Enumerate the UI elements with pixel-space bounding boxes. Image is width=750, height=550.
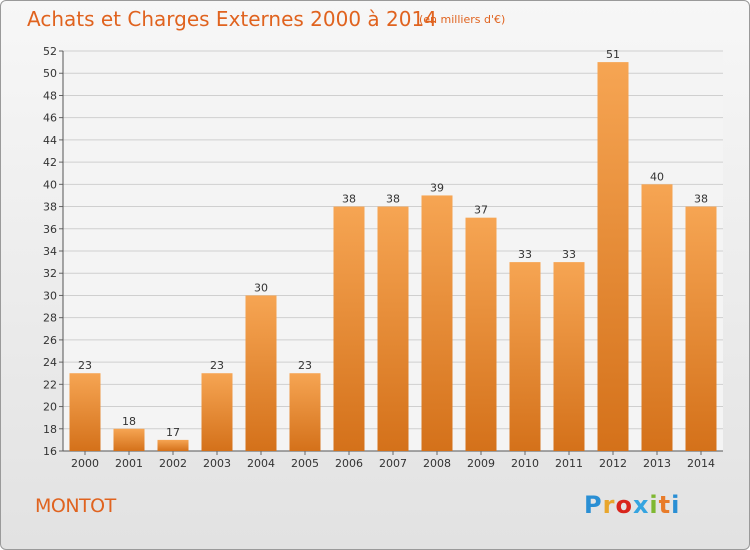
value-label-2014: 38 [694, 193, 708, 206]
y-tick-label: 32 [43, 267, 57, 280]
bar-2008 [421, 195, 453, 451]
y-tick-label: 26 [43, 334, 57, 347]
logo-letter: r [602, 491, 616, 519]
value-label-2004: 30 [254, 281, 268, 294]
bar-2014 [685, 206, 717, 451]
x-tick-label-2008: 2008 [423, 457, 451, 470]
logo-letter: x [632, 491, 650, 519]
x-tick-label-2013: 2013 [643, 457, 671, 470]
bar-2002 [157, 439, 189, 451]
x-tick-label-2001: 2001 [115, 457, 143, 470]
y-tick-label: 24 [43, 356, 57, 369]
value-label-2011: 33 [562, 248, 576, 261]
bar-2006 [333, 206, 365, 451]
y-tick-label: 20 [43, 401, 57, 414]
y-tick-label: 52 [43, 45, 57, 58]
y-tick-label: 48 [43, 89, 57, 102]
bar-2003 [201, 373, 233, 451]
value-label-2001: 18 [122, 415, 136, 428]
bar-2000 [69, 373, 101, 451]
x-tick-label-2012: 2012 [599, 457, 627, 470]
x-tick-label-2006: 2006 [335, 457, 363, 470]
value-label-2009: 37 [474, 204, 488, 217]
value-label-2006: 38 [342, 193, 356, 206]
y-tick-label: 16 [43, 445, 57, 458]
logo-letter: i [649, 491, 659, 519]
x-tick-label-2011: 2011 [555, 457, 583, 470]
value-label-2012: 51 [606, 48, 620, 61]
x-tick-label-2005: 2005 [291, 457, 319, 470]
bar-2007 [377, 206, 409, 451]
value-label-2013: 40 [650, 170, 664, 183]
y-tick-label: 42 [43, 156, 57, 169]
x-tick-label-2002: 2002 [159, 457, 187, 470]
y-tick-label: 30 [43, 289, 57, 302]
value-label-2005: 23 [298, 359, 312, 372]
chart-title: Achats et Charges Externes 2000 à 2014 [27, 7, 437, 31]
y-tick-label: 38 [43, 201, 57, 214]
value-label-2007: 38 [386, 193, 400, 206]
bar-2010 [509, 262, 541, 451]
x-tick-label-2009: 2009 [467, 457, 495, 470]
y-tick-label: 40 [43, 178, 57, 191]
y-tick-label: 36 [43, 223, 57, 236]
logo-letter: t [658, 491, 672, 519]
bar-2009 [465, 217, 497, 451]
bar-2001 [113, 428, 145, 451]
x-tick-label-2003: 2003 [203, 457, 231, 470]
bar-2005 [289, 373, 321, 451]
logo-letter: P [584, 491, 603, 519]
place-name: MONTOT [35, 495, 116, 517]
y-tick-label: 18 [43, 423, 57, 436]
y-tick-label: 46 [43, 112, 57, 125]
y-tick-label: 22 [43, 378, 57, 391]
y-tick-label: 34 [43, 245, 57, 258]
value-label-2000: 23 [78, 359, 92, 372]
x-tick-label-2010: 2010 [511, 457, 539, 470]
x-tick-label-2007: 2007 [379, 457, 407, 470]
bar-2012 [597, 62, 629, 451]
x-tick-label-2000: 2000 [71, 457, 99, 470]
logo-letter: o [615, 491, 633, 519]
value-label-2010: 33 [518, 248, 532, 261]
value-label-2008: 39 [430, 181, 444, 194]
y-tick-label: 28 [43, 312, 57, 325]
proxiti-logo: Proxiti [584, 491, 680, 519]
y-tick-label: 44 [43, 134, 57, 147]
x-tick-label-2014: 2014 [687, 457, 715, 470]
value-label-2003: 23 [210, 359, 224, 372]
chart-unit: (en milliers d'€) [419, 13, 506, 26]
bar-2011 [553, 262, 585, 451]
y-tick-label: 50 [43, 67, 57, 80]
x-tick-label-2004: 2004 [247, 457, 275, 470]
logo-letter: i [671, 491, 681, 519]
bar-2004 [245, 295, 277, 451]
value-label-2002: 17 [166, 426, 180, 439]
bar-2013 [641, 184, 673, 452]
